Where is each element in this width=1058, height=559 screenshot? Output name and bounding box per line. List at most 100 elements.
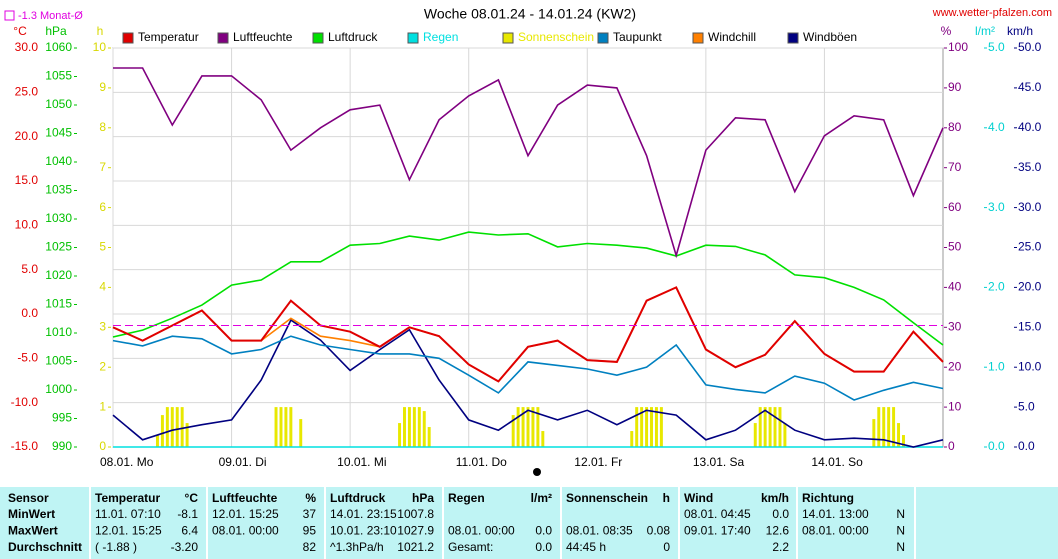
table-cell: 1021.2 [397,540,434,554]
table-cell: % [305,491,316,505]
table-cell: Durchschnitt [8,540,82,554]
sunshine-bar [155,435,159,447]
x-tick-label: 11.01. Do [456,455,507,469]
table-cell: 37 [303,507,317,521]
source: www.wetter-pfalzen.com [932,7,1052,19]
y-tick-label: 70 [948,160,962,174]
y-tick-label: 9 [99,80,106,94]
table-cell: h [663,491,670,505]
axis-unit: h [97,24,104,38]
legend-swatch [312,32,324,44]
table-cell: 12.01. 15:25 [212,507,279,521]
table-cell: Temperatur [95,491,160,505]
table-cell: 2.2 [772,540,789,554]
table-cell: Richtung [802,491,854,505]
sunshine-bar [412,407,416,447]
table-cell: l/m² [531,491,552,505]
axis-unit: km/h [1007,24,1033,38]
x-tick-label: 12.01. Fr [574,455,622,469]
table-cell: 12.01. 15:25 [95,524,162,538]
y-tick-label: 4.0 [988,120,1005,134]
sunshine-bar [417,407,421,447]
y-tick-label: 1005 [45,354,72,368]
y-tick-label: 40.0 [1018,120,1042,134]
y-tick-label: 60 [948,200,962,214]
legend-label: Windböen [803,30,857,44]
sunshine-bar [521,407,525,447]
table-cell: Luftdruck [330,491,386,505]
table-cell: 82 [303,540,317,554]
y-tick-label: 1050 [45,97,72,111]
sunshine-bar [284,407,288,447]
y-tick-label: 1030 [45,211,72,225]
series-line [112,231,944,346]
y-tick-label: 2.0 [988,280,1005,294]
table-cell: Sensor [8,491,49,505]
sunshine-bar [526,407,530,447]
table-cell: km/h [761,491,789,505]
y-tick-label: 5.0 [988,40,1005,54]
sunshine-bar [160,415,164,447]
y-tick-label: 1055 [45,69,72,83]
sunshine-bar [872,419,876,447]
legend-label: Luftdruck [328,30,378,44]
legend-swatch [407,32,419,44]
y-tick-label: 100 [948,40,968,54]
y-tick-label: 10.0 [15,218,39,232]
table-cell: MaxWert [8,524,58,538]
table-cell: MinWert [8,507,55,521]
y-tick-label: 0.0 [21,306,38,320]
table-cell: 08.01. 00:00 [802,524,869,538]
x-tick-label: 09.01. Di [219,455,267,469]
sunshine-bar [289,407,293,447]
sunshine-bar [516,407,520,447]
table-cell: 08.01. 00:00 [212,524,279,538]
sunshine-bar [640,407,644,447]
legend-swatch [122,32,134,44]
table-cell: 12.6 [766,524,790,538]
y-tick-label: 80 [948,120,962,134]
y-tick-label: 5 [99,240,106,254]
table-cell: 14.01. 23:15 [330,507,397,521]
table-cell: Sonnenschein [566,491,648,505]
sunshine-bar [901,435,905,447]
sunshine-bar [170,407,174,447]
sunshine-bar [398,423,402,447]
sunshine-bar [635,407,639,447]
sunshine-bar [422,411,426,447]
y-tick-label: 1040 [45,154,72,168]
y-tick-label: -10.0 [11,395,39,409]
y-tick-label: 35.0 [1018,160,1042,174]
sunshine-bar [778,407,782,447]
sunshine-bar [783,423,787,447]
y-tick-label: 30.0 [1018,200,1042,214]
series-line [112,318,944,448]
y-tick-label: 1035 [45,183,72,197]
axis-unit: °C [13,24,27,38]
table-cell: 1007.8 [397,507,434,521]
sunshine-bar [882,407,886,447]
legend-label: Temperatur [138,30,199,44]
sunshine-bar [768,407,772,447]
y-tick-label: 25.0 [15,85,39,99]
table-cell: Regen [448,491,485,505]
y-tick-label: 8 [99,120,106,134]
chart-title: Woche 08.01.24 - 14.01.24 (KW2) [424,6,636,22]
series-line [112,335,944,401]
sunshine-bar [531,407,535,447]
y-tick-label: 50.0 [1018,40,1042,54]
y-tick-label: 0 [948,439,955,453]
sunshine-bar [536,407,540,447]
sunshine-bar [650,407,653,447]
sunshine-bar [403,407,406,447]
table-cell: -8.1 [177,507,198,521]
y-tick-label: 0.0 [1018,439,1035,453]
table-cell: 08.01. 08:35 [566,524,633,538]
table-cell: 0.0 [535,540,552,554]
y-tick-label: 10 [948,399,962,413]
sunshine-bar [175,407,179,447]
sunshine-bar [892,407,896,447]
y-tick-label: 1025 [45,240,72,254]
sunshine-bar [773,407,777,447]
